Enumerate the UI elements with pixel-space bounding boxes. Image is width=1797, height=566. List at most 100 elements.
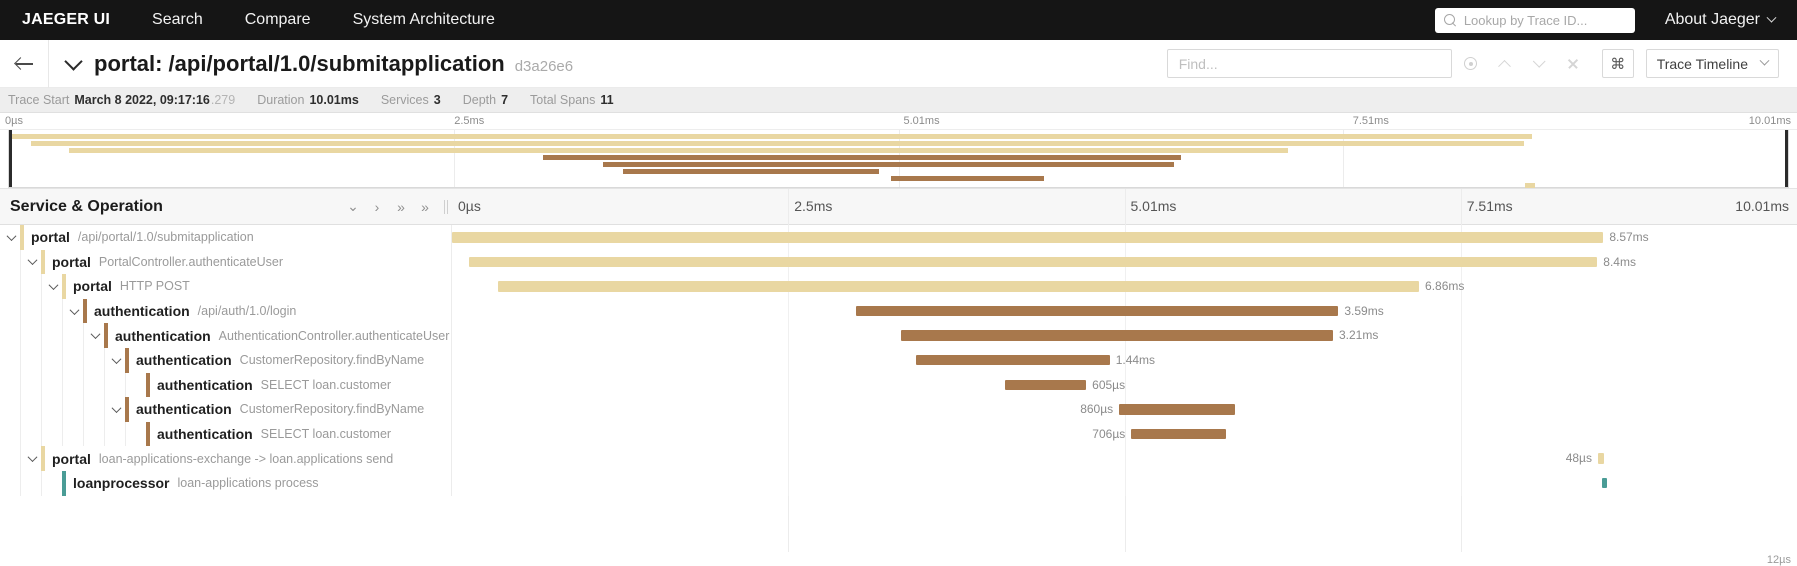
span-name-cell[interactable]: authentication/api/auth/1.0/login xyxy=(0,298,452,324)
table-row[interactable]: authentication/api/auth/1.0/login 3.59ms xyxy=(0,298,1797,324)
span-bar-cell[interactable] xyxy=(452,470,1797,496)
span-bar-cell[interactable]: 3.59ms xyxy=(452,298,1797,324)
nav-compare[interactable]: Compare xyxy=(244,11,311,28)
tree-guide-line xyxy=(42,323,63,348)
table-row[interactable]: portal HTTP POST 6.86ms xyxy=(0,274,1797,299)
table-row[interactable]: loanprocessor loan-applications process xyxy=(0,470,1797,496)
timeline-tick-4: 10.01ms xyxy=(1735,198,1789,214)
span-name-cell[interactable]: authentication CustomerRepository.findByN… xyxy=(0,397,452,422)
span-name-cell[interactable]: authentication SELECT loan.customer xyxy=(0,372,452,398)
about-jaeger-menu[interactable]: About Jaeger xyxy=(1665,11,1777,29)
expand-toggle[interactable] xyxy=(24,447,41,471)
find-input[interactable]: Find... xyxy=(1166,49,1452,78)
expand-toggle[interactable] xyxy=(87,324,104,348)
trace-minimap[interactable]: 0µs 2.5ms 5.01ms 7.51ms 10.01ms xyxy=(0,113,1797,189)
back-button[interactable] xyxy=(0,39,49,88)
span-service-name: authentication xyxy=(157,376,253,393)
minimap-canvas[interactable] xyxy=(8,130,1789,188)
tree-guide-line xyxy=(84,397,105,422)
span-name-cell[interactable]: authentication AuthenticationController.a… xyxy=(0,323,452,348)
timeline-gridline xyxy=(1460,323,1462,348)
expand-toggle-empty xyxy=(45,471,62,495)
span-name-cell[interactable]: portal/api/portal/1.0/submitapplication xyxy=(0,225,452,250)
span-duration-bar[interactable] xyxy=(901,330,1333,341)
collapse-one-icon[interactable]: ⌄ xyxy=(347,198,359,214)
span-duration-label: 605µs xyxy=(1092,377,1126,392)
expand-toggle[interactable] xyxy=(3,225,20,249)
span-name-cell[interactable]: portal loan-applications-exchange -> loan… xyxy=(0,446,452,471)
next-match-button[interactable] xyxy=(1522,49,1556,78)
span-duration-bar[interactable] xyxy=(1597,453,1605,464)
span-name-cell[interactable]: authentication SELECT loan.customer xyxy=(0,421,452,447)
service-color-bar xyxy=(62,274,66,299)
span-bar-cell[interactable]: 6.86ms xyxy=(452,274,1797,299)
timeline-gridline xyxy=(1460,446,1462,471)
expand-toggle[interactable] xyxy=(108,348,125,372)
table-row[interactable]: authentication CustomerRepository.findByN… xyxy=(0,347,1797,373)
span-bar-cell[interactable]: 8.4ms xyxy=(452,249,1797,275)
table-row[interactable]: authentication SELECT loan.customer 706µs xyxy=(0,421,1797,447)
expand-toggle[interactable] xyxy=(45,274,62,298)
span-name-cell[interactable]: portal PortalController.authenticateUser xyxy=(0,249,452,275)
minimap-bar xyxy=(907,176,1033,181)
span-bar-cell[interactable]: 8.57ms xyxy=(452,225,1797,250)
span-duration-bar[interactable] xyxy=(1004,379,1087,391)
trace-header-bar: portal: /api/portal/1.0/submitapplicatio… xyxy=(0,39,1797,88)
span-duration-bar[interactable] xyxy=(1601,477,1607,489)
span-bar-cell[interactable]: 860µs xyxy=(452,397,1797,422)
minimap-bar xyxy=(31,141,1524,146)
services-item: Services 3 xyxy=(381,93,441,107)
table-row[interactable]: authentication SELECT loan.customer 605µs xyxy=(0,372,1797,398)
table-row[interactable]: portal/api/portal/1.0/submitapplication 8… xyxy=(0,225,1797,250)
span-name-cell[interactable]: portal HTTP POST xyxy=(0,274,452,299)
table-row[interactable]: authentication CustomerRepository.findByN… xyxy=(0,397,1797,422)
collapse-all-icon[interactable]: » xyxy=(397,198,405,215)
tree-guide-line xyxy=(0,397,21,422)
table-row[interactable]: portal PortalController.authenticateUser 8… xyxy=(0,249,1797,275)
span-duration-bar[interactable] xyxy=(855,305,1339,317)
span-duration-bar[interactable] xyxy=(1119,404,1235,415)
chevron-down-icon[interactable] xyxy=(64,52,83,71)
span-duration-bar[interactable] xyxy=(497,281,1420,292)
table-row[interactable]: portal loan-applications-exchange -> loan… xyxy=(0,446,1797,471)
span-duration-bar[interactable] xyxy=(468,256,1598,268)
span-bar-cell[interactable]: 1.44ms xyxy=(452,347,1797,373)
expand-toggle[interactable] xyxy=(66,299,83,323)
chevron-down-icon xyxy=(69,304,80,315)
trace-id-short: d3a26e6 xyxy=(514,57,574,75)
timeline-gridline xyxy=(1124,372,1126,398)
trace-id-lookup-input[interactable]: Lookup by Trace ID... xyxy=(1434,7,1635,33)
expand-toggle[interactable] xyxy=(108,397,125,421)
minimap-drag-handle-right[interactable] xyxy=(1785,130,1788,187)
services-label: Services xyxy=(380,93,429,107)
span-duration-bar[interactable] xyxy=(916,354,1110,366)
expand-one-icon[interactable]: › xyxy=(374,198,380,215)
column-resize-handle[interactable] xyxy=(444,199,449,214)
trace-summary-bar: Trace Start March 8 2022, 09:17:16.279 Du… xyxy=(0,88,1797,113)
span-bar-cell[interactable]: 706µs xyxy=(452,421,1797,447)
span-name-cell[interactable]: loanprocessor loan-applications process xyxy=(0,470,452,496)
span-duration-bar[interactable] xyxy=(452,232,1604,243)
span-bar-cell[interactable]: 48µs xyxy=(452,446,1797,471)
timeline-gridline xyxy=(1460,298,1462,324)
nav-search[interactable]: Search xyxy=(152,11,203,28)
minimap-drag-handle-left[interactable] xyxy=(9,130,12,187)
prev-match-button[interactable] xyxy=(1488,49,1522,78)
span-bar-cell[interactable]: 3.21ms xyxy=(452,323,1797,348)
span-service-name: portal xyxy=(31,229,70,246)
keyboard-shortcuts-button[interactable]: ⌘ xyxy=(1601,49,1634,78)
clear-find-button[interactable] xyxy=(1556,49,1590,78)
span-name-cell[interactable]: authentication CustomerRepository.findByN… xyxy=(0,347,452,373)
span-bar-cell[interactable]: 605µs xyxy=(452,372,1797,398)
brand-logo[interactable]: JAEGER UI xyxy=(22,11,111,28)
table-row[interactable]: authentication AuthenticationController.a… xyxy=(0,323,1797,348)
expand-all-icon[interactable]: » xyxy=(421,198,429,215)
service-operation-label: Service & Operation xyxy=(10,197,163,215)
nav-system-architecture[interactable]: System Architecture xyxy=(352,11,495,28)
expand-toggle[interactable] xyxy=(24,250,41,274)
span-duration-bar[interactable] xyxy=(1131,428,1227,440)
view-mode-select[interactable]: Trace Timeline xyxy=(1645,49,1779,78)
focus-match-button[interactable] xyxy=(1454,49,1488,78)
timeline-tick-2: 5.01ms xyxy=(1130,198,1177,214)
chevron-up-icon xyxy=(1498,59,1512,73)
